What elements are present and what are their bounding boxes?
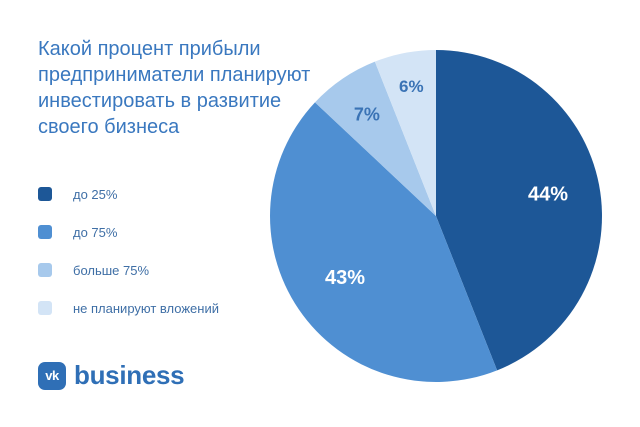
- chart-title-line: предприниматели планируют: [38, 64, 311, 86]
- chart-title-line: Какой процент прибыли: [38, 38, 261, 60]
- legend-item: до 25%: [38, 186, 219, 202]
- pie-slice: [314, 61, 436, 216]
- pie-slice-label: 44%: [528, 184, 568, 206]
- chart-title: Какой процент прибыли предприниматели пл…: [38, 36, 338, 140]
- chart-legend: до 25% до 75% больше 75% не планируют вл…: [38, 186, 219, 338]
- pie-slice-label: 7%: [354, 104, 380, 124]
- pie-slice: [374, 50, 436, 216]
- legend-item: до 75%: [38, 224, 219, 240]
- chart-title-line: инвестировать в развитие: [38, 90, 282, 112]
- legend-label: до 25%: [73, 186, 118, 202]
- legend-swatch: [38, 187, 52, 201]
- vk-logo-icon: vk: [38, 361, 66, 390]
- legend-item: больше 75%: [38, 262, 219, 278]
- chart-title-line: своего бизнеса: [38, 116, 180, 138]
- pie-slice: [270, 102, 498, 382]
- brand-name: business: [74, 360, 185, 390]
- pie-slice: [436, 50, 602, 371]
- legend-swatch: [38, 263, 52, 277]
- legend-item: не планируют вложений: [38, 300, 219, 316]
- legend-label: до 75%: [73, 224, 118, 240]
- pie-slice-label: 43%: [325, 267, 365, 289]
- legend-label: больше 75%: [73, 262, 150, 278]
- pie-slice-label: 6%: [399, 77, 424, 96]
- legend-swatch: [38, 225, 52, 239]
- legend-swatch: [38, 301, 52, 315]
- vk-business-logo: vk business: [38, 360, 185, 391]
- legend-label: не планируют вложений: [73, 300, 219, 316]
